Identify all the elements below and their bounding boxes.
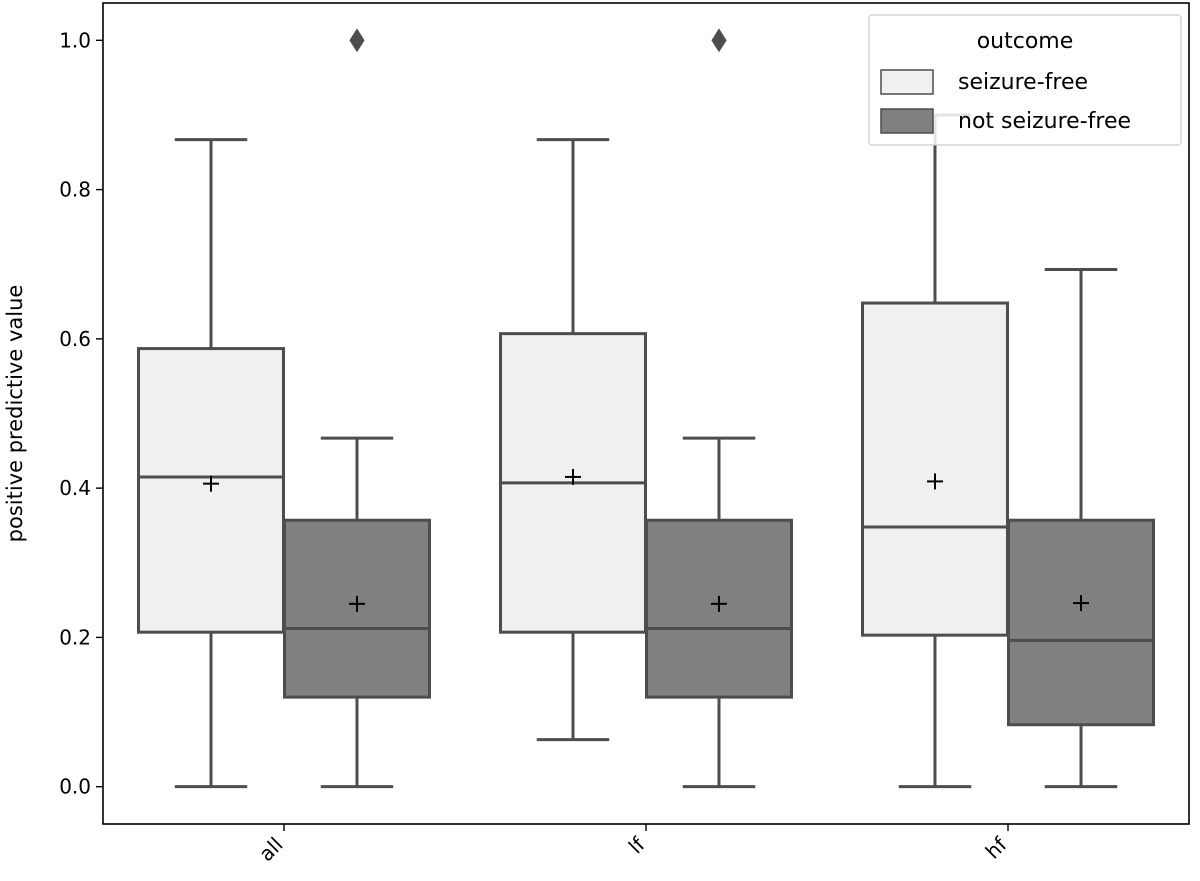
- box-all-not-seizure-free: [283, 28, 431, 789]
- y-axis: 0.0 0.2 0.4 0.6 0.8 1.0: [59, 28, 103, 799]
- x-tick-label: lf: [624, 832, 651, 859]
- y-tick-label: 0.4: [59, 476, 91, 500]
- iqr-box: [861, 301, 1009, 637]
- legend-label-not-seizure-free: not seizure-free: [958, 109, 1131, 134]
- outlier-marker: [349, 28, 365, 53]
- x-tick-label: all: [254, 833, 287, 866]
- y-tick-label: 0.0: [59, 775, 91, 799]
- iqr-box: [1007, 518, 1155, 727]
- y-tick-label: 0.6: [59, 327, 91, 351]
- outlier-marker: [711, 28, 727, 53]
- y-tick-label: 0.2: [59, 625, 91, 649]
- box-hf-not-seizure-free: [1007, 267, 1155, 789]
- y-axis-label: positive predictive value: [3, 285, 27, 543]
- x-tick-label: hf: [981, 832, 1013, 864]
- plot-area: [102, 2, 1190, 825]
- legend-swatch-seizure-free: [880, 69, 934, 95]
- legend-frame: [868, 14, 1182, 146]
- legend-label-seizure-free: seizure-free: [958, 70, 1088, 95]
- box-lf-seizure-free: [499, 138, 647, 742]
- legend-swatch-not-seizure-free: [880, 108, 934, 134]
- box-lf-not-seizure-free: [645, 28, 793, 789]
- x-axis: all lf hf: [254, 824, 1012, 866]
- y-tick-label: 0.8: [59, 178, 91, 202]
- legend-title: outcome: [977, 29, 1074, 54]
- y-tick-label: 1.0: [59, 28, 91, 52]
- box-all-seizure-free: [137, 138, 285, 789]
- box-hf-seizure-free: [861, 113, 1009, 789]
- legend: outcome seizure-free not seizure-free: [868, 14, 1182, 146]
